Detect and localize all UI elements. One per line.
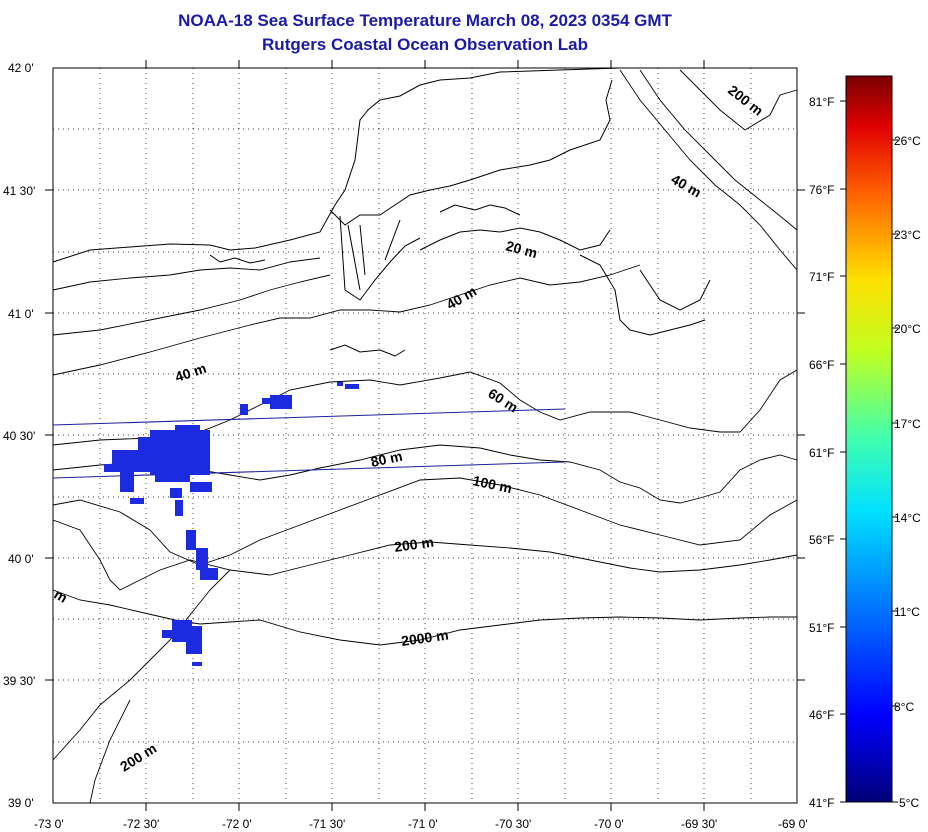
colorbar-celsius-label: 20°C <box>894 322 921 336</box>
contour-label: 2000 m <box>400 627 449 649</box>
lat-label: 42 0' <box>8 61 34 75</box>
colorbar-fahrenheit-label: 66°F <box>809 358 834 372</box>
lon-label: -71 30' <box>309 817 345 831</box>
colorbar-fahrenheit-label: 41°F <box>809 796 834 810</box>
colorbar-celsius-label: 26°C <box>894 134 921 148</box>
lon-label: -69 30' <box>681 817 717 831</box>
lat-label: 40 0' <box>8 552 34 566</box>
lon-label: -69 0' <box>778 817 808 831</box>
coastline <box>52 67 711 357</box>
sst-pixels <box>104 382 359 666</box>
colorbar-celsius-label: 14°C <box>894 511 921 525</box>
frame-ticks <box>45 60 805 811</box>
colorbar-fahrenheit-label: 51°F <box>809 621 834 635</box>
contour-label: 200 m <box>393 534 435 555</box>
lon-label: -70 0' <box>594 817 624 831</box>
colorbar-fahrenheit-label: 71°F <box>809 270 834 284</box>
colorbar <box>845 75 893 803</box>
lat-label: 39 30' <box>3 674 35 688</box>
contour-label: 20 m <box>504 237 539 261</box>
colorbar-fahrenheit-label: 81°F <box>809 95 834 109</box>
lon-label: -72 0' <box>222 817 252 831</box>
contour-label: 80 m <box>369 448 404 470</box>
colorbar-celsius-label: 5°C <box>899 796 919 810</box>
lat-label: 41 0' <box>8 307 34 321</box>
lon-label: -71 0' <box>408 817 438 831</box>
lat-label: 41 30' <box>3 184 35 198</box>
colorbar-celsius-label: 8°C <box>894 700 914 714</box>
lat-label: 39 0' <box>8 796 34 810</box>
lon-label: -72 30' <box>123 817 159 831</box>
colorbar-fahrenheit-label: 46°F <box>809 708 834 722</box>
colorbar-celsius-label: 11°C <box>894 605 920 619</box>
lon-label: -73 0' <box>34 817 64 831</box>
map-grid <box>53 68 797 803</box>
colorbar-fahrenheit-label: 61°F <box>809 446 834 460</box>
map-title: NOAA-18 Sea Surface Temperature March 08… <box>178 11 672 30</box>
map-subtitle: Rutgers Coastal Ocean Observation Lab <box>262 35 588 54</box>
colorbar-celsius-label: 17°C <box>894 417 921 431</box>
lat-label: 40 30' <box>3 429 35 443</box>
lon-label: -70 30' <box>495 817 531 831</box>
colorbar-fahrenheit-label: 56°F <box>809 533 834 547</box>
colorbar-celsius-label: 23°C <box>894 228 921 242</box>
satellite-tracks <box>52 408 566 479</box>
colorbar-ticks <box>840 100 898 803</box>
bathymetry-contours <box>52 69 798 804</box>
colorbar-fahrenheit-label: 76°F <box>809 183 834 197</box>
